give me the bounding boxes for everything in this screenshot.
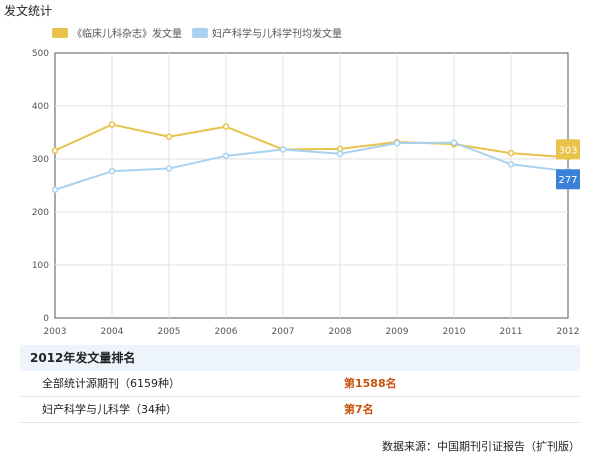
data-point xyxy=(393,139,401,147)
x-tick-label: 2011 xyxy=(500,327,523,337)
data-point xyxy=(279,146,287,153)
ranking-row-label: 妇产科学与儿科学（34种） xyxy=(42,403,177,416)
plot-frame xyxy=(54,52,569,319)
end-value-label: 303 xyxy=(556,139,580,160)
y-tick-label: 300 xyxy=(32,155,49,165)
end-value-label: 277 xyxy=(556,169,580,190)
y-tick-label: 200 xyxy=(32,208,49,218)
x-tick-label: 2007 xyxy=(272,327,295,337)
y-tick-label: 400 xyxy=(32,102,49,112)
x-tick-label: 2003 xyxy=(44,327,67,337)
data-point xyxy=(336,150,344,157)
data-point xyxy=(108,167,116,175)
data-point xyxy=(222,152,230,160)
end-value-label-box xyxy=(556,169,580,190)
label-layer: 303 277 xyxy=(556,139,580,190)
x-tick-label: 2008 xyxy=(329,327,352,337)
legend-item-average[interactable]: 妇产科学与儿科学刊均发文量 xyxy=(192,25,342,40)
data-point xyxy=(222,123,230,130)
x-tick-label: 2006 xyxy=(215,327,238,337)
data-point xyxy=(108,121,116,128)
series-line xyxy=(54,141,569,191)
ranking-row-label: 全部统计源期刊（6159种） xyxy=(42,377,180,390)
y-tick-label: 100 xyxy=(32,261,49,271)
legend-swatch-journal xyxy=(52,27,68,38)
y-tick-label: 500 xyxy=(32,49,49,59)
page-title: 发文统计 xyxy=(4,4,53,18)
legend-label-journal: 《临床儿科杂志》发文量 xyxy=(72,29,182,40)
ranking-row-subject: 妇产科学与儿科学（34种） 第7名 xyxy=(20,397,580,423)
data-point xyxy=(51,186,59,193)
end-value-label-text: 303 xyxy=(558,145,577,156)
data-point xyxy=(51,147,59,154)
data-source-note: 数据来源：中国期刊引证报告（扩刊版） xyxy=(382,440,580,453)
x-tick-label: 2012 xyxy=(557,327,580,337)
ranking-panel: 2012年发文量排名 全部统计源期刊（6159种） 第1588名 妇产科学与儿科… xyxy=(20,345,580,423)
legend-item-journal[interactable]: 《临床儿科杂志》发文量 xyxy=(52,25,182,40)
legend-swatch-average xyxy=(192,27,208,38)
data-point xyxy=(507,161,515,168)
legend-label-average: 妇产科学与儿科学刊均发文量 xyxy=(212,29,342,40)
ranking-header: 2012年发文量排名 xyxy=(20,345,580,371)
end-value-label-text: 277 xyxy=(558,175,577,186)
end-value-label-box xyxy=(556,139,580,160)
ranking-row-all-journals: 全部统计源期刊（6159种） 第1588名 xyxy=(20,371,580,397)
data-point xyxy=(507,149,515,157)
axis-layer: 0 100 200 300 400 500 2003 2004 2005 2006 2007 2008… xyxy=(32,49,580,337)
y-tick-label: 0 xyxy=(43,314,49,324)
ranking-row-value: 第1588名 xyxy=(344,377,397,390)
x-tick-label: 2009 xyxy=(386,327,409,337)
series-line xyxy=(54,123,569,159)
series-layer xyxy=(51,121,572,193)
x-tick-label: 2004 xyxy=(101,327,124,337)
ranking-row-value: 第7名 xyxy=(344,403,374,416)
x-tick-label: 2010 xyxy=(443,327,466,337)
data-point xyxy=(165,165,173,172)
x-tick-label: 2005 xyxy=(158,327,181,337)
data-point xyxy=(165,133,173,140)
data-point xyxy=(450,139,458,146)
grid-layer xyxy=(54,52,569,319)
line-chart: 0 100 200 300 400 500 2003 2004 2005 2006 2007 2008… xyxy=(32,49,580,337)
